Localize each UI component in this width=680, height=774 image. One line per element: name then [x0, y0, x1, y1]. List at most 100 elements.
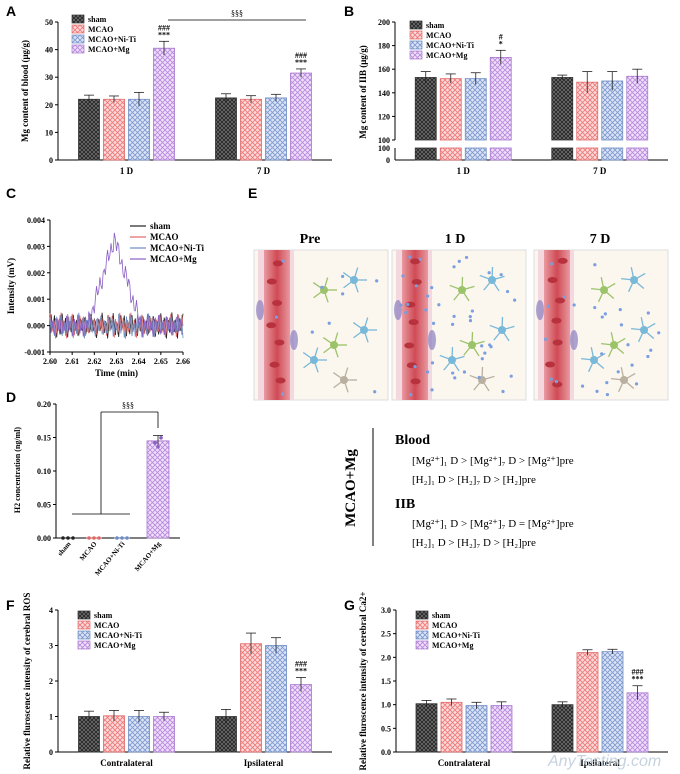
y-tick-label: 0.15: [37, 434, 51, 443]
significance-marker: ***: [158, 30, 170, 39]
legend-label-1: MCAO: [432, 621, 457, 630]
mg-ion: [593, 263, 597, 267]
y-axis-label: Mg content of IIB (μg/g): [358, 45, 368, 139]
neuron-body: [458, 286, 466, 294]
mg-ion: [546, 304, 550, 309]
y-tick-label: 0: [49, 156, 53, 165]
blood-vessel: [544, 250, 570, 400]
panel-letter-f: F: [6, 597, 15, 613]
x-category-label: Contralateral: [100, 758, 153, 768]
legend-swatch-0: [409, 20, 423, 30]
mg-ion: [341, 292, 345, 296]
y-tick-label: 3: [49, 642, 53, 651]
panel-e-illustration: Pre 1 D 7 D MCAO+Mg Blood [Mg²⁺]₁ D > [M…: [253, 232, 669, 549]
bracket-label: §§§: [231, 9, 243, 18]
tissue-tile-0: [253, 249, 389, 401]
mg-ion: [468, 319, 473, 323]
mg-ion: [487, 271, 491, 275]
y-tick-label: 20: [45, 101, 53, 110]
mg-ion: [572, 303, 576, 307]
endothelial-cell: [256, 300, 264, 320]
legend-swatch-1: [415, 620, 429, 630]
x-category-label: 7 D: [593, 166, 607, 176]
bar-MCAO+Mg-1 D: [489, 57, 512, 141]
bar-MCAO-Contralateral: [440, 701, 463, 753]
significance-marker: ***: [295, 666, 307, 675]
red-blood-cell: [410, 258, 421, 265]
x-category-label: MCAO+Mg: [133, 540, 163, 573]
chart-b: 100 120 140 160 180 200 100 0 1 D #* 7 D Mg content…: [358, 18, 668, 176]
neuron-body: [610, 341, 618, 349]
y-tick-label: 0: [386, 156, 390, 165]
mg-ion: [550, 262, 554, 266]
significance-marker: #: [499, 32, 503, 41]
legend-label-2: MCAO+Ni-Ti: [94, 631, 143, 640]
legend-swatch-3: [77, 640, 91, 650]
neuron-body: [468, 341, 476, 349]
bar-MCAO-Ipsilateral: [576, 652, 599, 753]
x-category-label: Contralateral: [438, 758, 491, 768]
y-tick-label: 2.5: [381, 630, 391, 639]
bar-MCAO-Ipsilateral: [240, 643, 262, 753]
mg-ion: [327, 321, 331, 325]
y-tick-label: 30: [45, 73, 53, 82]
tissue-tile-1: [391, 249, 527, 401]
bar-sham-7 D: [215, 97, 237, 161]
legend-label-2: MCAO+Ni-Ti: [426, 41, 475, 50]
mg-ion: [468, 315, 472, 319]
mg-ion: [457, 259, 461, 263]
legend-label-1: MCAO: [94, 621, 119, 630]
legend-label-3: MCAO+Mg: [432, 641, 473, 650]
y-axis-label: Mg content of blood (μg/g): [20, 40, 30, 142]
red-blood-cell: [266, 278, 277, 285]
chart-c: -0.001 0.000 0.001 0.002 0.003 0.004 2.60 2.61 2…: [6, 216, 204, 378]
bar-MCAO+Mg-Ipsilateral: [290, 684, 312, 753]
mg-ion: [477, 375, 481, 380]
x-category-label: sham: [56, 540, 72, 557]
bar-MCAO-1 D: [439, 78, 462, 141]
bar-MCAO-1 D: [103, 98, 125, 161]
x-tick-label: 2.62: [87, 357, 101, 366]
y-tick-label: 0.05: [37, 501, 51, 510]
y-tick-label: 180: [378, 42, 390, 51]
mg-ion: [549, 377, 553, 381]
bar-sham-Ipsilateral: [551, 704, 574, 753]
red-blood-cell: [272, 300, 283, 307]
legend-label-1: MCAO: [150, 232, 179, 242]
mg-ion: [600, 352, 604, 356]
y-tick-label: 40: [45, 46, 53, 55]
mg-ion: [373, 390, 377, 394]
bar-MCAO+Ni-Ti-Ipsilateral: [601, 651, 624, 753]
y-tick-label: 2.0: [381, 653, 391, 662]
bar-MCAO+Ni-Ti-7 D: [265, 97, 287, 161]
series-line-3: [49, 232, 184, 338]
red-blood-cell: [552, 381, 563, 388]
bar-MCAO+Mg-Contralateral: [490, 705, 513, 753]
legend-label-0: sham: [94, 611, 113, 620]
mg-ion: [451, 371, 455, 375]
legend-swatch-1: [409, 30, 423, 40]
bar-sham-7 D: [551, 77, 574, 141]
mg-ion: [418, 257, 422, 261]
significance-marker: ***: [632, 675, 644, 684]
mg-ion: [281, 259, 285, 263]
legend-swatch-2: [415, 630, 429, 640]
panel-e-iib-line2: [H₂]₁ D > [H₂]₇ D > [H₂]pre: [412, 537, 536, 549]
red-blood-cell: [266, 322, 277, 329]
x-tick-label: 2.65: [154, 357, 168, 366]
legend-label-0: sham: [426, 21, 445, 30]
panel-letter-b: B: [344, 3, 354, 19]
mg-ion: [426, 294, 430, 298]
chart-g: 0.0 0.5 1.0 1.5 2.0 2.5 3.0 Contralateral Ipsila…: [358, 591, 668, 771]
mg-ion: [488, 343, 492, 347]
panel-e-group-label: MCAO+Mg: [343, 449, 359, 527]
mg-ion: [616, 370, 620, 374]
neuron-body: [448, 356, 456, 364]
bar-lower-MCAO+Ni-Ti-7 D: [601, 147, 624, 161]
legend-swatch-1: [71, 24, 85, 34]
legend-label-3: MCAO+Mg: [88, 45, 129, 54]
mg-ion: [480, 357, 484, 361]
bar-lower-MCAO+Ni-Ti-1 D: [464, 147, 487, 161]
